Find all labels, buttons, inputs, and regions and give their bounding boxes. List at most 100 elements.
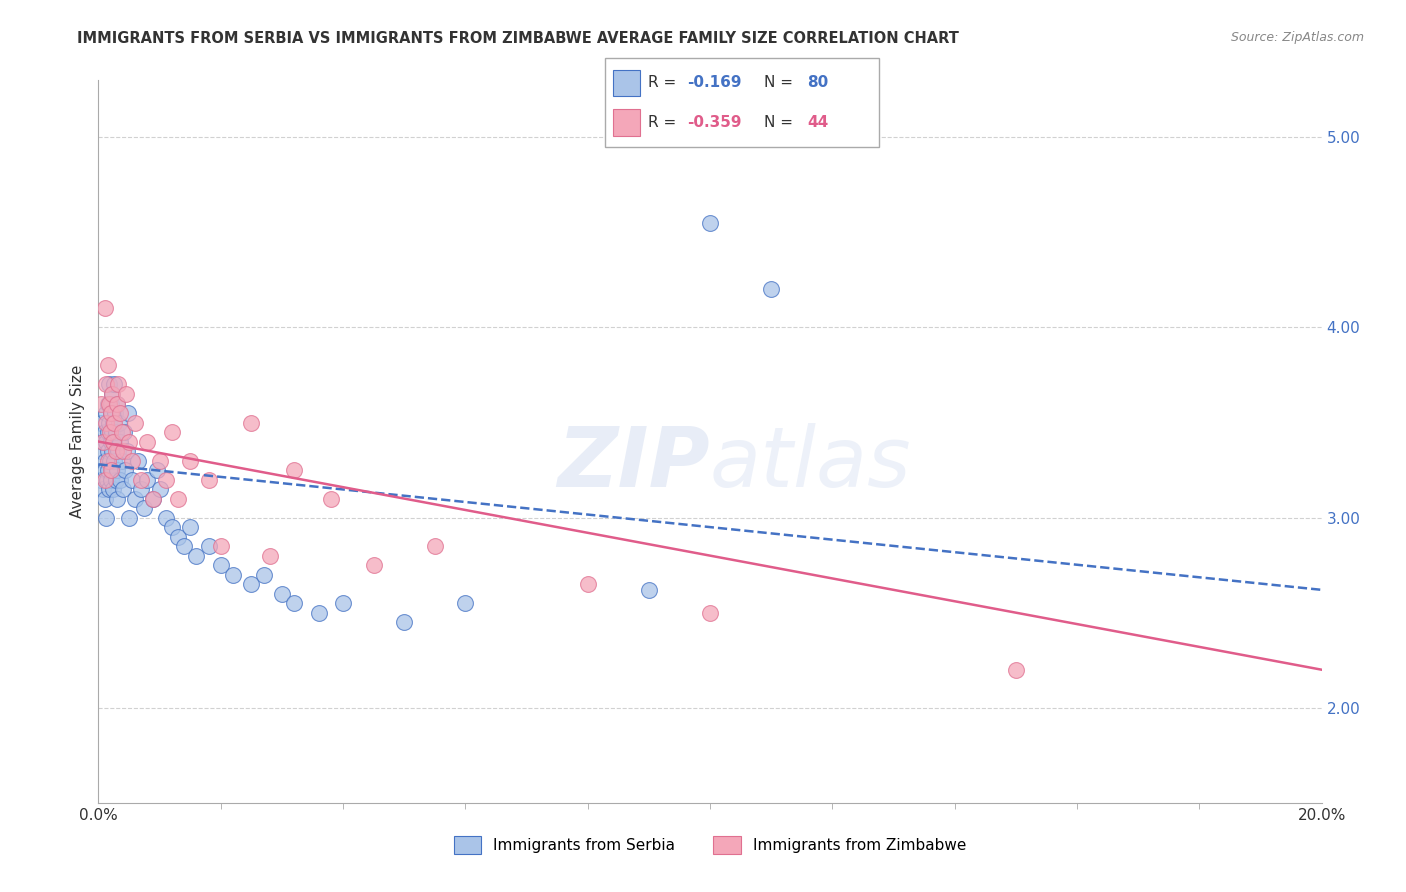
Point bbox=[93, 491, 115, 506]
Point bbox=[136, 473, 159, 487]
Point bbox=[93, 453, 115, 467]
Point bbox=[107, 377, 129, 392]
Point bbox=[97, 425, 120, 439]
Point bbox=[105, 491, 128, 506]
Point bbox=[98, 482, 121, 496]
Point bbox=[699, 216, 721, 230]
Point bbox=[121, 453, 143, 467]
Point bbox=[454, 596, 477, 610]
Point bbox=[98, 396, 121, 410]
Point bbox=[111, 482, 134, 496]
Point bbox=[100, 406, 122, 420]
Point bbox=[283, 463, 305, 477]
Point bbox=[118, 434, 141, 449]
Point bbox=[91, 434, 114, 449]
Point bbox=[155, 473, 177, 487]
Point bbox=[101, 444, 124, 458]
Point bbox=[97, 416, 120, 430]
Point bbox=[107, 444, 129, 458]
Point bbox=[179, 453, 201, 467]
Point bbox=[104, 444, 127, 458]
Point bbox=[96, 416, 118, 430]
Point bbox=[197, 473, 219, 487]
Point bbox=[134, 501, 156, 516]
Point bbox=[115, 387, 138, 401]
Point bbox=[103, 453, 125, 467]
Text: -0.359: -0.359 bbox=[688, 115, 741, 129]
Point bbox=[319, 491, 342, 506]
Point bbox=[98, 377, 121, 392]
Point bbox=[94, 510, 117, 524]
Point bbox=[101, 387, 124, 401]
Point bbox=[142, 491, 165, 506]
Point bbox=[136, 434, 159, 449]
Point bbox=[103, 434, 125, 449]
Legend: Immigrants from Serbia, Immigrants from Zimbabwe: Immigrants from Serbia, Immigrants from … bbox=[447, 830, 973, 860]
Point bbox=[363, 558, 385, 573]
Point bbox=[240, 416, 263, 430]
Text: R =: R = bbox=[648, 76, 682, 90]
Point bbox=[332, 596, 354, 610]
Point bbox=[145, 463, 167, 477]
Point bbox=[252, 567, 274, 582]
Text: Source: ZipAtlas.com: Source: ZipAtlas.com bbox=[1230, 31, 1364, 45]
Point bbox=[576, 577, 599, 591]
Point bbox=[699, 606, 721, 620]
Point bbox=[96, 473, 118, 487]
Point bbox=[103, 416, 125, 430]
Point bbox=[90, 473, 112, 487]
Point bbox=[100, 434, 122, 449]
Point bbox=[115, 444, 138, 458]
Point bbox=[124, 416, 146, 430]
Point bbox=[91, 434, 114, 449]
Text: 80: 80 bbox=[807, 76, 828, 90]
Point bbox=[155, 510, 177, 524]
Point bbox=[209, 558, 232, 573]
Point bbox=[101, 416, 124, 430]
Point bbox=[637, 582, 661, 597]
Text: ZIP: ZIP bbox=[557, 423, 710, 504]
Point bbox=[100, 406, 122, 420]
Point bbox=[97, 396, 120, 410]
Point bbox=[240, 577, 263, 591]
Point bbox=[759, 282, 782, 296]
Point bbox=[96, 434, 118, 449]
Point bbox=[94, 377, 117, 392]
Point bbox=[91, 482, 114, 496]
Point bbox=[308, 606, 330, 620]
Text: atlas: atlas bbox=[710, 423, 911, 504]
Text: 44: 44 bbox=[807, 115, 828, 129]
Point bbox=[124, 491, 146, 506]
Point bbox=[93, 463, 115, 477]
Point bbox=[97, 359, 120, 373]
Point bbox=[105, 425, 128, 439]
Point bbox=[93, 301, 115, 316]
Point bbox=[90, 444, 112, 458]
Point bbox=[100, 473, 122, 487]
Bar bbox=[613, 109, 640, 136]
Point bbox=[110, 434, 132, 449]
Point bbox=[104, 473, 127, 487]
Point bbox=[105, 463, 128, 477]
Point bbox=[173, 539, 195, 553]
Point bbox=[186, 549, 208, 563]
Point bbox=[101, 425, 124, 439]
Point bbox=[101, 463, 124, 477]
Point bbox=[111, 453, 134, 467]
Point bbox=[101, 482, 124, 496]
Point bbox=[101, 387, 124, 401]
Point bbox=[121, 473, 143, 487]
Point bbox=[149, 482, 172, 496]
Point bbox=[167, 530, 190, 544]
Point bbox=[105, 396, 128, 410]
Point bbox=[98, 425, 121, 439]
Point bbox=[103, 377, 125, 392]
Text: R =: R = bbox=[648, 115, 682, 129]
Point bbox=[392, 615, 416, 630]
Point bbox=[97, 463, 120, 477]
Point bbox=[118, 510, 141, 524]
Point bbox=[142, 491, 165, 506]
Point bbox=[93, 425, 115, 439]
Point bbox=[117, 406, 139, 420]
Point bbox=[222, 567, 245, 582]
